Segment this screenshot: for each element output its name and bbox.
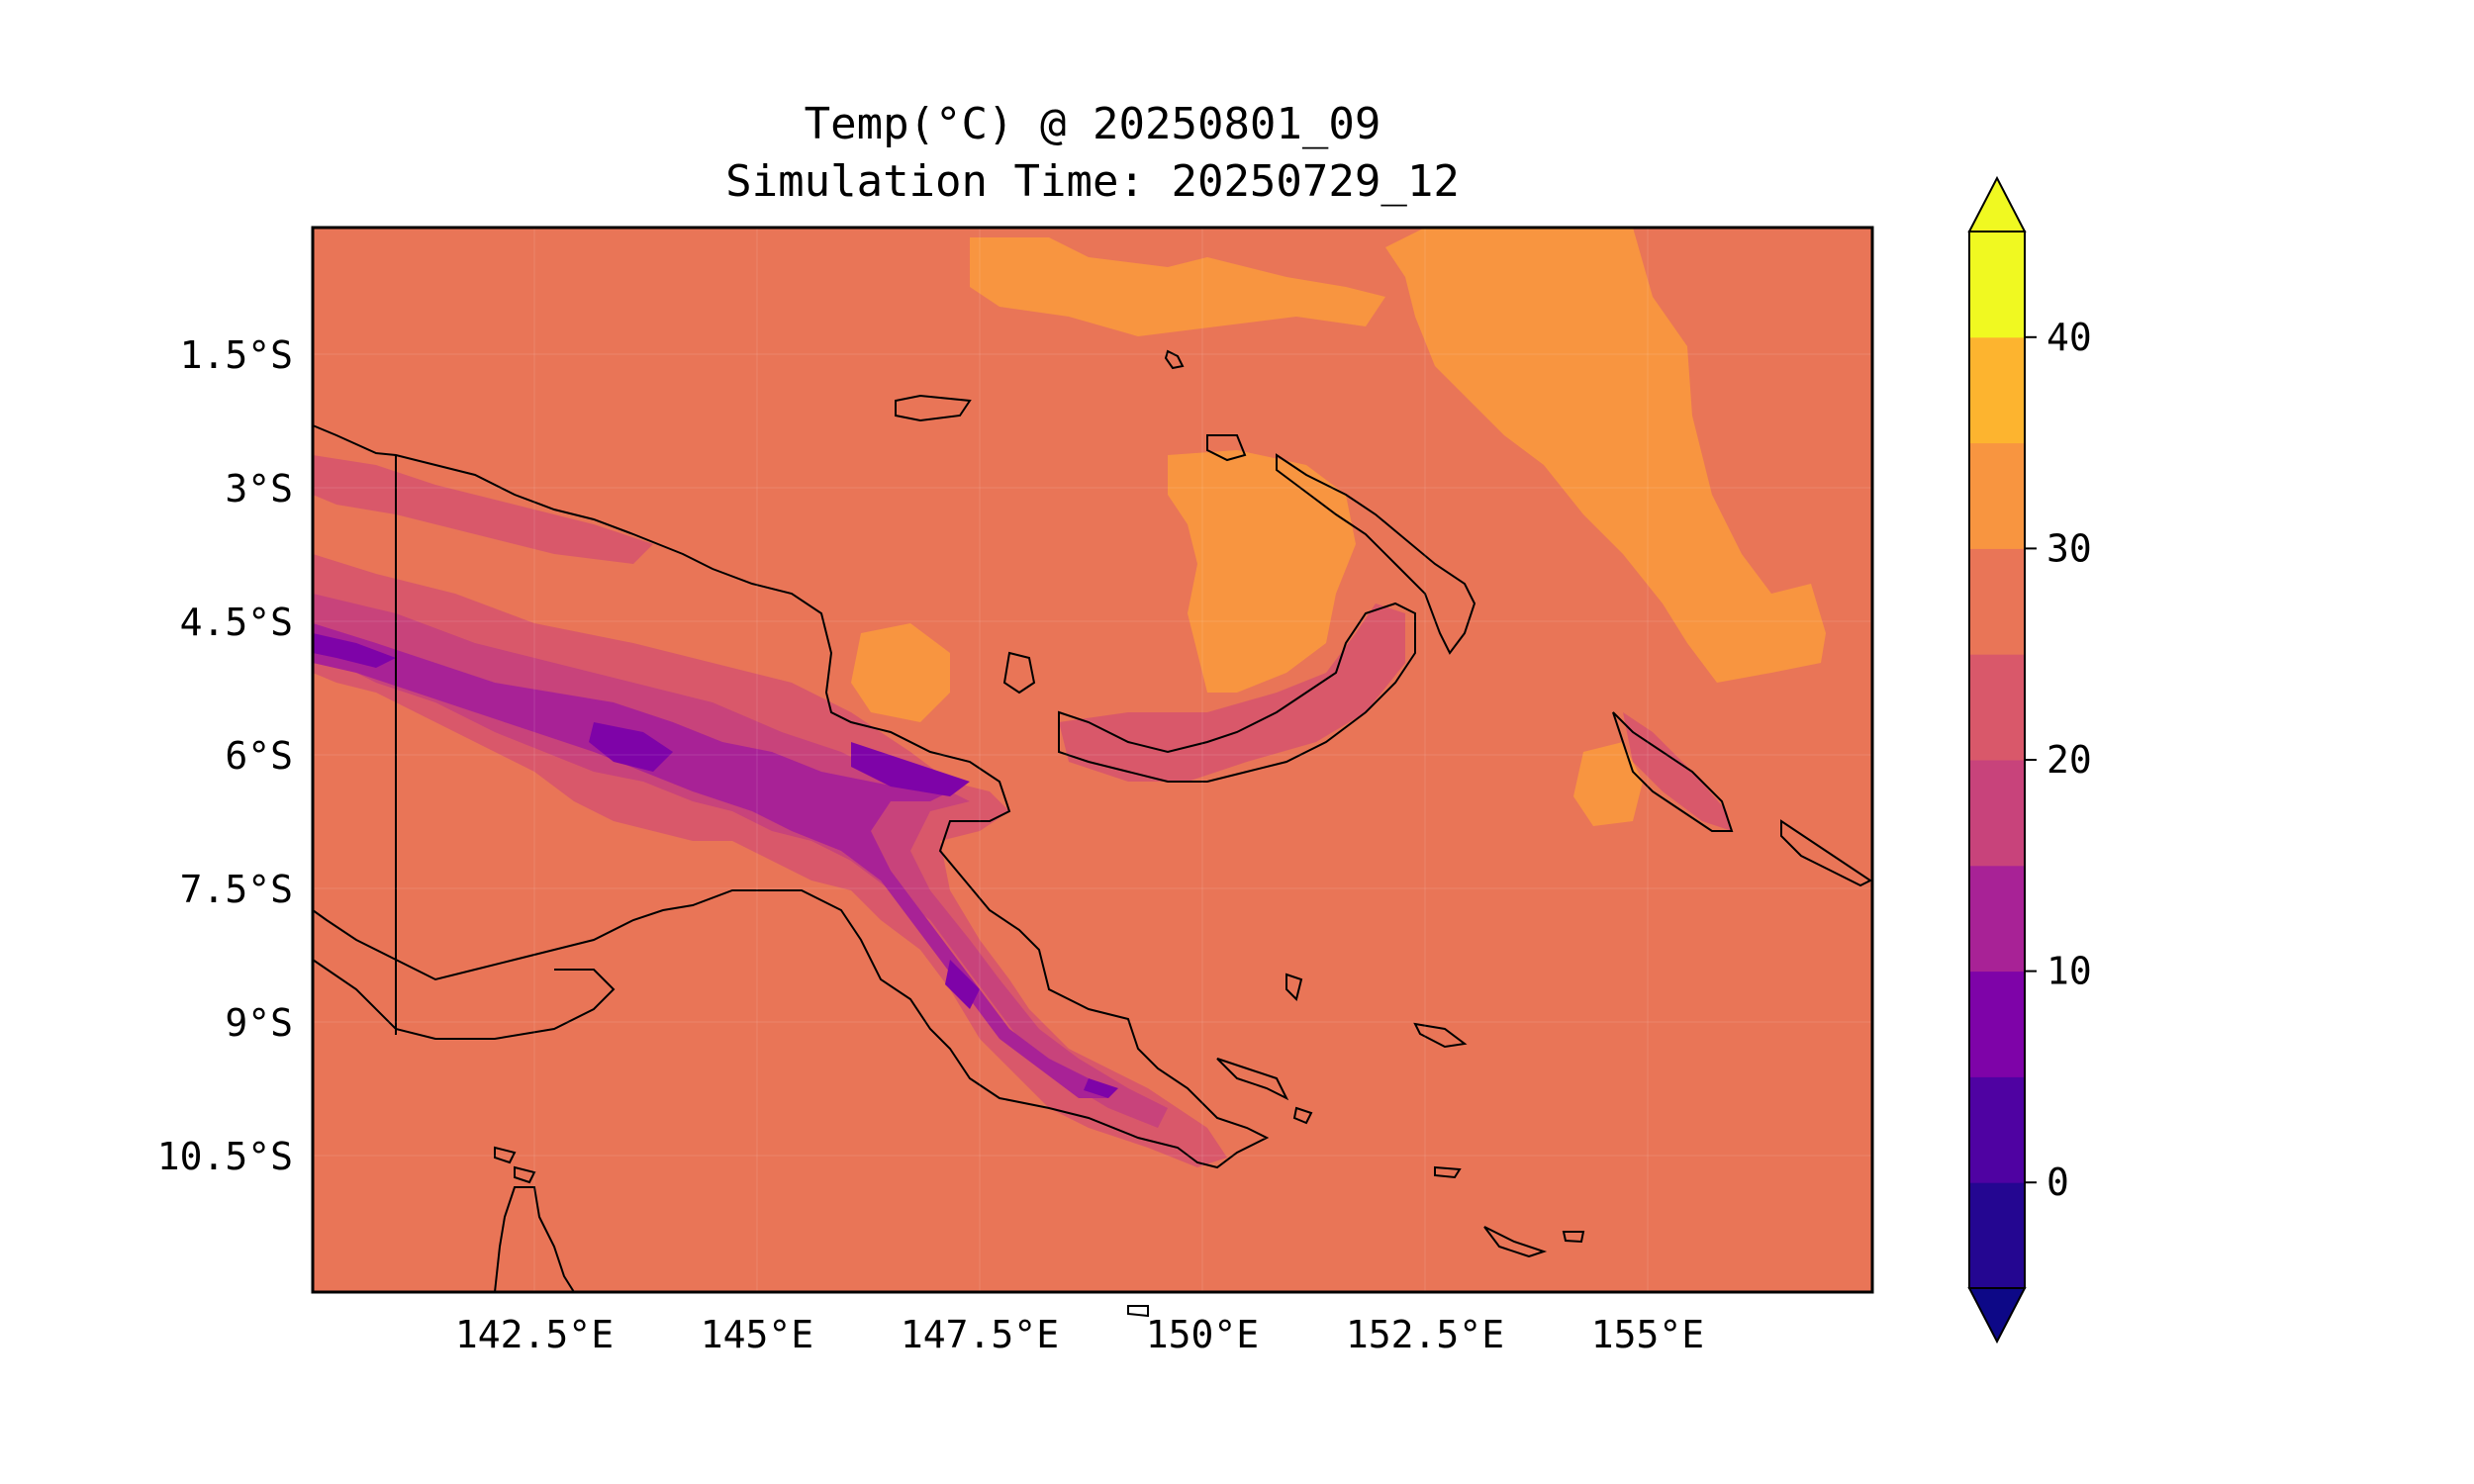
colorbar-band: [1969, 654, 2025, 761]
gridlines: [313, 228, 1872, 1292]
lon-label: 152.5°E: [1346, 1313, 1504, 1356]
coastline-south: [312, 959, 616, 1040]
colorbar-tick-label: 0: [2046, 1160, 2069, 1204]
colorbar-band: [1969, 232, 2025, 338]
cool-region-newbritain: [1059, 603, 1405, 782]
cool-region-10-15: [313, 623, 1108, 1098]
coastline-islands: [493, 349, 1585, 1318]
lon-label: 142.5°E: [455, 1313, 614, 1356]
warm-region-north: [970, 237, 1385, 336]
lon-label: 155°E: [1591, 1313, 1704, 1356]
coastline-manus: [895, 394, 972, 422]
coastline-newireland: [1276, 453, 1476, 655]
colorbar-band: [1969, 971, 2025, 1077]
lat-label: 6°S: [225, 734, 293, 778]
lat-label: 7.5°S: [180, 868, 293, 911]
colorbar-tick-label: 30: [2046, 526, 2092, 570]
map-title-line1: Temp(°C) @ 20250801_09: [804, 99, 1381, 149]
colorbar-band: [1969, 442, 2025, 549]
warm-region-bougainville: [1573, 742, 1643, 826]
warm-region-newbritain: [1168, 450, 1356, 693]
coastlines: [312, 349, 1872, 1318]
latitude-labels: 1.5°S 3°S 4.5°S 6°S 7.5°S 9°S 10.5°S: [157, 333, 293, 1178]
colorbar-tick-label: 40: [2046, 316, 2092, 359]
colorbar-band: [1969, 336, 2025, 444]
lon-label: 150°E: [1146, 1313, 1259, 1356]
warm-region-northeast: [1385, 228, 1826, 683]
cool-region-bougainville: [1623, 712, 1732, 831]
colorbar: 0 10 20 30 40: [1967, 175, 2092, 1345]
colorbar-ticks: 0 10 20 30 40: [2025, 316, 2092, 1204]
colorbar-extend-min: [1967, 1287, 2027, 1345]
colorbar-extend-max: [1967, 175, 2027, 232]
colorbar-band: [1969, 548, 2025, 655]
lat-label: 4.5°S: [180, 601, 293, 644]
colorbar-bands: [1969, 232, 2025, 1289]
colorbar-band: [1969, 760, 2025, 867]
lat-label: 1.5°S: [180, 333, 293, 377]
longitude-labels: 142.5°E 145°E 147.5°E 150°E 152.5°E 155°…: [455, 1313, 1704, 1356]
colorbar-tick-label: 10: [2046, 950, 2092, 993]
coastline-newbritain: [1058, 602, 1416, 783]
map-plot-area: [311, 226, 1874, 1318]
lon-label: 147.5°E: [901, 1313, 1059, 1356]
warm-region-coast: [851, 623, 950, 722]
map-title-line2: Simulation Time: 20250729_12: [725, 156, 1460, 207]
colorbar-band: [1969, 1076, 2025, 1183]
temperature-field: [313, 228, 1826, 1167]
colorbar-band: [1969, 865, 2025, 973]
lat-label: 9°S: [225, 1001, 293, 1045]
lon-label: 145°E: [701, 1313, 813, 1356]
map-frame: [311, 226, 1874, 1294]
lat-label: 3°S: [225, 467, 293, 510]
colorbar-band: [1969, 1182, 2025, 1289]
coastline-bougainville: [1612, 711, 1734, 832]
lat-label: 10.5°S: [157, 1135, 293, 1178]
colorbar-tick-label: 20: [2046, 738, 2092, 782]
coastline-new-guinea: [312, 424, 1270, 1169]
coastline-solomon: [1780, 819, 1872, 887]
cool-region-north-coast: [313, 455, 653, 564]
